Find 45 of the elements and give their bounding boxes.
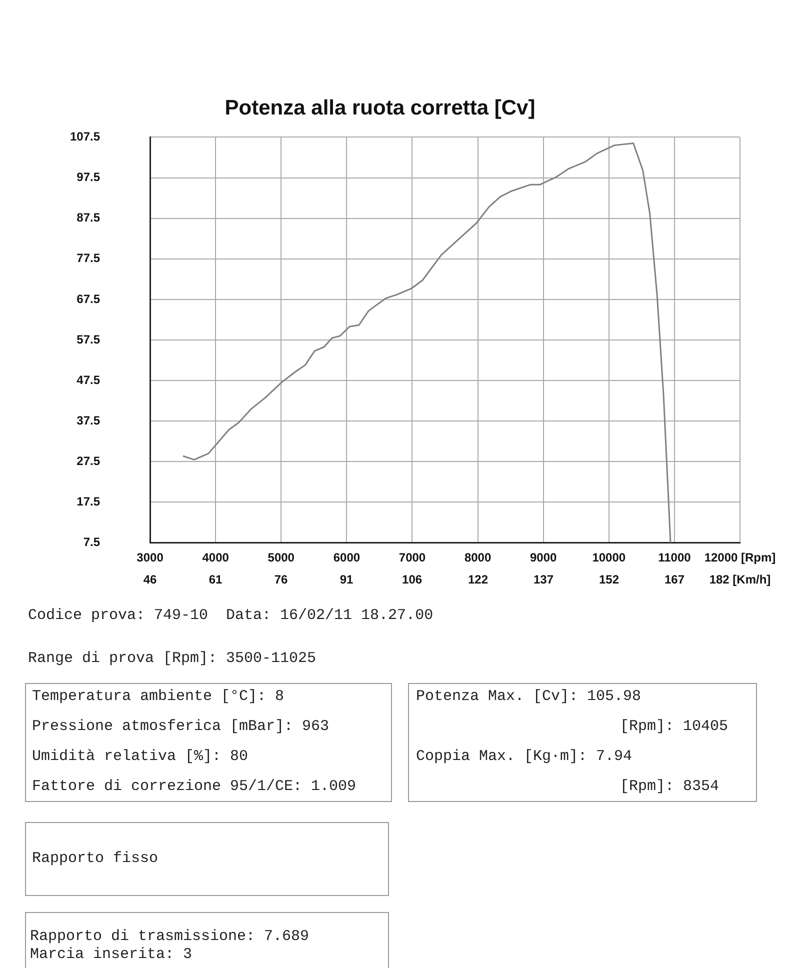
y-tick-label: 37.5 xyxy=(76,413,100,428)
x2-tick-label: 61 xyxy=(208,572,223,587)
x2-tick-label: 91 xyxy=(340,572,354,587)
text: Coppia Max. [Kg·m]: 7.94 xyxy=(416,748,632,765)
text: Rapporto fisso xyxy=(32,850,158,867)
x2-tick-label: 122 xyxy=(468,572,488,587)
text: Rapporto di trasmissione: 7.689 xyxy=(30,928,310,945)
x-tick-label: 10000 xyxy=(592,550,626,564)
x-tick-label: 11000 xyxy=(658,550,692,564)
x2-tick-label: 152 xyxy=(598,572,620,587)
y-tick-label: 27.5 xyxy=(76,454,100,468)
x2-tick-label: 46 xyxy=(143,572,158,587)
text: [Rpm]: 8354 xyxy=(620,778,720,795)
x2-tick-label: 167 xyxy=(664,572,685,587)
text: Range di prova [Rpm]: 3500-11025 xyxy=(28,650,316,667)
text: Pressione atmosferica [mBar]: 963 xyxy=(32,718,330,735)
x-tick-label: 8000 xyxy=(464,550,492,564)
y-tick-label: 47.5 xyxy=(76,372,100,387)
x2-tick-label: 106 xyxy=(402,572,422,587)
text: Marcia inserita: 3 xyxy=(30,946,192,963)
y-tick-label: 17.5 xyxy=(76,494,100,509)
text: Umidità relativa [%]: 80 xyxy=(32,748,248,765)
y-tick-label: 7.5 xyxy=(83,535,100,550)
text: Codice prova: 749-10 Data: 16/02/11 18.27.00 xyxy=(28,607,434,624)
x-tick-label: 4000 xyxy=(202,550,230,564)
y-tick-label: 97.5 xyxy=(76,170,100,184)
y-tick-label: 57.5 xyxy=(76,332,100,346)
y-tick-label: 87.5 xyxy=(76,210,100,225)
text: Fattore di correzione 95/1/CE: 1.009 xyxy=(32,778,356,795)
x-tick-label: 7000 xyxy=(398,550,426,564)
y-tick-label: 67.5 xyxy=(76,292,100,306)
x-tick-label: 5000 xyxy=(268,550,295,564)
x2-tick-label: 76 xyxy=(274,572,288,587)
text: Potenza Max. [Cv]: 105.98 xyxy=(416,688,642,705)
x-tick-label: 3000 xyxy=(136,550,164,564)
x2-tick-label: 137 xyxy=(533,572,554,587)
y-tick-label: 107.5 xyxy=(70,130,100,144)
text: Temperatura ambiente [°C]: 8 xyxy=(32,688,284,705)
x-tick-label: 6000 xyxy=(333,550,360,564)
y-tick-label: 77.5 xyxy=(76,251,100,266)
chart-title: Potenza alla ruota corretta [Cv] xyxy=(224,96,536,120)
x-tick-label: 12000 [Rpm] xyxy=(704,550,776,564)
x-tick-label: 9000 xyxy=(530,550,558,564)
x2-tick-label: 182 [Km/h] xyxy=(709,572,771,587)
text: [Rpm]: 10405 xyxy=(620,718,728,735)
